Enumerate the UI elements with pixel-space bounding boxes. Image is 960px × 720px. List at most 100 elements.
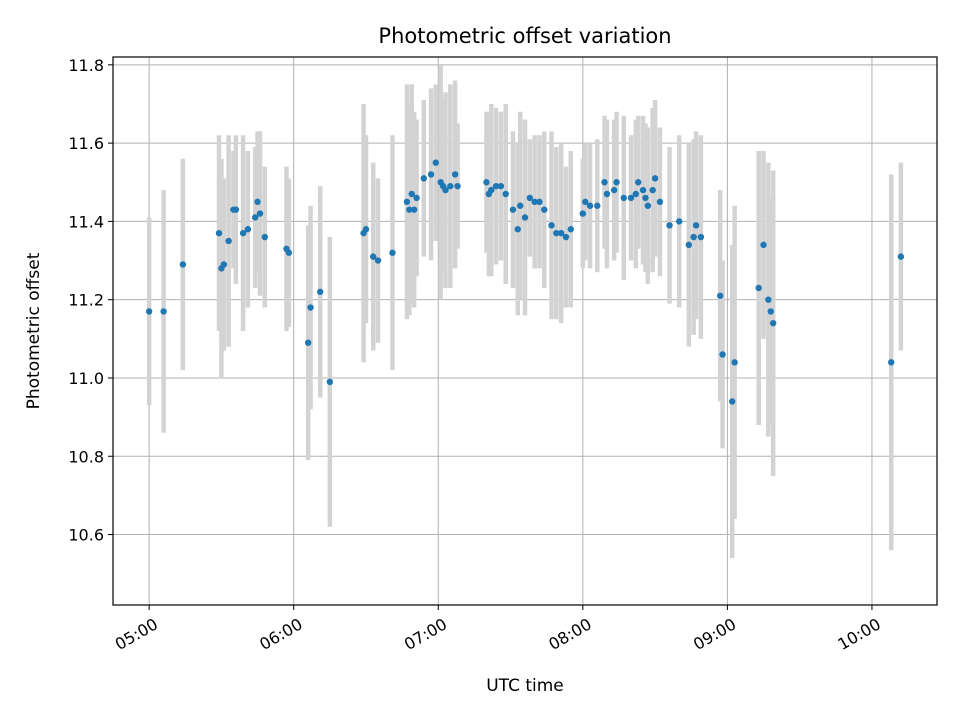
- data-point: [666, 222, 673, 229]
- data-point: [307, 304, 314, 311]
- data-point: [765, 296, 772, 303]
- data-point: [389, 249, 396, 256]
- data-point: [370, 253, 377, 260]
- y-axis-title: Photometric offset: [24, 252, 44, 409]
- data-point: [145, 308, 153, 315]
- x-axis-title: UTC time: [486, 676, 564, 696]
- data-point: [374, 257, 382, 264]
- data-point: [410, 206, 418, 213]
- y-tick-label: 11.2: [68, 291, 104, 310]
- data-point: [451, 171, 459, 178]
- data-point: [432, 159, 440, 166]
- data-points: [145, 159, 905, 405]
- data-point: [553, 229, 560, 237]
- chart-title: Photometric offset variation: [378, 24, 671, 48]
- data-point: [254, 198, 261, 206]
- data-point: [160, 308, 167, 315]
- data-point: [261, 233, 268, 241]
- data-point: [567, 226, 574, 233]
- data-point: [483, 179, 490, 186]
- data-point: [675, 218, 683, 225]
- data-point: [326, 378, 334, 386]
- data-point: [685, 241, 693, 249]
- data-point: [690, 233, 697, 241]
- data-point: [521, 214, 529, 221]
- data-point: [627, 194, 635, 202]
- data-point: [516, 202, 524, 209]
- y-tick-label: 11.8: [68, 56, 104, 75]
- data-point: [769, 319, 777, 327]
- data-point: [317, 288, 324, 296]
- data-point: [729, 398, 736, 405]
- data-point: [548, 222, 555, 229]
- data-point: [304, 339, 312, 346]
- data-point: [362, 226, 370, 233]
- data-point: [225, 237, 232, 245]
- data-point: [427, 171, 435, 178]
- data-point: [635, 179, 642, 186]
- data-point: [582, 198, 589, 206]
- data-point: [716, 292, 724, 299]
- data-point: [767, 308, 774, 315]
- y-tick-label: 11.4: [68, 212, 104, 231]
- data-point: [594, 202, 601, 209]
- data-point: [651, 175, 659, 182]
- data-point: [586, 202, 594, 209]
- data-point: [492, 182, 500, 190]
- data-point: [697, 233, 705, 241]
- data-point: [256, 210, 264, 217]
- y-axis-ticks: 10.6 10.8 11.0 11.2 11.4 11.6 11.8: [68, 56, 113, 545]
- y-tick-label: 10.8: [68, 447, 104, 466]
- data-point: [420, 175, 428, 182]
- data-point: [603, 190, 611, 198]
- data-point: [579, 210, 587, 217]
- data-point: [541, 206, 548, 213]
- data-point: [509, 206, 517, 213]
- data-point: [557, 229, 565, 237]
- data-point: [244, 226, 252, 233]
- data-point: [719, 351, 726, 358]
- data-point: [888, 359, 895, 366]
- data-point: [220, 261, 228, 268]
- data-point: [620, 194, 627, 202]
- data-point: [632, 190, 640, 198]
- data-point: [232, 206, 240, 213]
- data-point: [403, 198, 411, 206]
- data-point: [649, 186, 656, 194]
- data-point: [413, 194, 420, 202]
- data-point: [531, 198, 538, 206]
- data-point: [639, 186, 647, 194]
- data-point: [755, 284, 762, 292]
- data-point: [610, 186, 618, 194]
- grid-lines: [113, 57, 937, 605]
- data-point: [731, 359, 738, 366]
- data-point: [897, 253, 905, 260]
- data-point: [408, 190, 415, 198]
- data-point: [447, 182, 454, 190]
- data-point: [239, 229, 247, 237]
- y-tick-label: 11.6: [68, 134, 104, 153]
- data-point: [215, 229, 223, 237]
- data-point: [613, 179, 620, 186]
- y-tick-label: 10.6: [68, 526, 104, 545]
- data-point: [406, 206, 413, 213]
- data-point: [285, 249, 293, 256]
- data-point: [692, 222, 700, 229]
- data-point: [562, 233, 570, 241]
- data-point: [454, 182, 461, 190]
- data-point: [179, 261, 187, 268]
- data-point: [514, 226, 521, 233]
- data-point: [251, 214, 259, 221]
- data-point: [656, 198, 664, 206]
- data-point: [526, 194, 534, 202]
- y-tick-label: 11.0: [68, 369, 104, 388]
- data-point: [488, 186, 495, 194]
- data-point: [642, 194, 649, 202]
- data-point: [536, 198, 543, 206]
- data-point: [644, 202, 652, 209]
- plot-frame: [112, 56, 938, 606]
- data-point: [502, 190, 509, 198]
- data-point: [442, 186, 449, 194]
